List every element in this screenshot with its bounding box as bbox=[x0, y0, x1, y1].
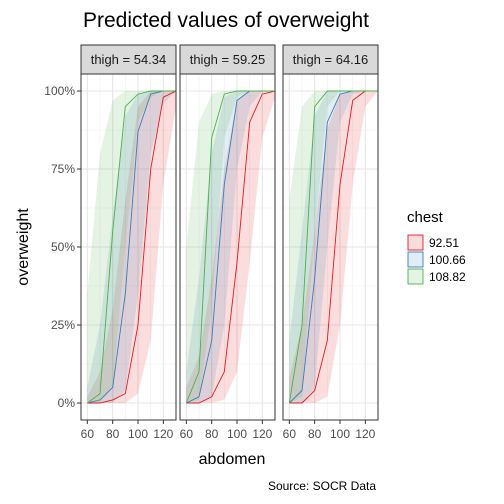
series-line-92.51 bbox=[87, 90, 176, 404]
x-tick-label: 100 bbox=[227, 427, 247, 441]
facet-panel: thigh = 54.34 60 80 100 120 bbox=[80, 44, 177, 441]
facet-strip bbox=[80, 44, 177, 75]
x-tick-label: 120 bbox=[355, 427, 375, 441]
legend-key-108.82 bbox=[407, 268, 424, 285]
y-tick-label: 0% bbox=[58, 396, 76, 410]
x-tick-label: 100 bbox=[330, 427, 350, 441]
x-tick-label: 80 bbox=[106, 427, 120, 441]
x-tick-label: 100 bbox=[128, 427, 148, 441]
series-line-108.82 bbox=[87, 90, 176, 404]
series-line-92.51 bbox=[186, 90, 275, 404]
y-tick-label: 75% bbox=[51, 162, 75, 176]
confidence-band-100.66 bbox=[87, 91, 176, 403]
y-tick-label: 50% bbox=[51, 240, 75, 254]
x-tick-label: 80 bbox=[205, 427, 219, 441]
x-tick-label: 120 bbox=[153, 427, 173, 441]
facet-panels: thigh = 54.34 60 80 100 120 thigh = 59.25 60 80… bbox=[80, 44, 379, 441]
x-tick-label: 80 bbox=[308, 427, 322, 441]
x-axis-label: abdomen bbox=[199, 451, 266, 468]
legend: chest 92.51 100.66 108.82 bbox=[407, 209, 466, 285]
facet-strip bbox=[282, 44, 379, 75]
legend-key-bg bbox=[407, 234, 424, 251]
x-tick-label: 60 bbox=[81, 427, 95, 441]
caption: Source: SOCR Data bbox=[268, 479, 376, 493]
panel-data bbox=[288, 90, 378, 404]
legend-key-bg bbox=[407, 268, 424, 285]
y-axis: 0% 25% 50% 75% 100% bbox=[44, 84, 81, 410]
panel-data bbox=[185, 90, 275, 404]
legend-label: 92.51 bbox=[429, 236, 459, 250]
facet-panel: thigh = 64.16 60 80 100 120 bbox=[282, 44, 379, 441]
confidence-band-108.82 bbox=[87, 91, 176, 403]
legend-title: chest bbox=[407, 209, 444, 226]
confidence-band-92.51 bbox=[289, 91, 378, 403]
y-tick-label: 25% bbox=[51, 318, 75, 332]
confidence-band-100.66 bbox=[186, 91, 275, 403]
facet-panel: thigh = 59.25 60 80 100 120 bbox=[179, 44, 276, 441]
panel-border bbox=[179, 73, 276, 421]
series-line-92.51 bbox=[289, 90, 378, 404]
panel-border bbox=[282, 73, 379, 421]
legend-label: 108.82 bbox=[429, 270, 466, 284]
facet-strip-label: thigh = 59.25 bbox=[190, 52, 266, 67]
y-tick-label: 100% bbox=[44, 84, 75, 98]
panel-data bbox=[87, 90, 176, 404]
series-line-108.82 bbox=[288, 90, 378, 404]
confidence-band-108.82 bbox=[186, 91, 275, 403]
facet-strip-label: thigh = 64.16 bbox=[293, 52, 369, 67]
facet-strip-label: thigh = 54.34 bbox=[91, 52, 167, 67]
series-line-100.66 bbox=[87, 90, 176, 404]
confidence-band-92.51 bbox=[186, 91, 275, 403]
series-line-108.82 bbox=[185, 90, 275, 404]
legend-label: 100.66 bbox=[429, 253, 466, 267]
legend-key-bg bbox=[407, 251, 424, 268]
gridlines bbox=[81, 74, 177, 420]
x-tick-label: 60 bbox=[180, 427, 194, 441]
legend-key-92.51 bbox=[407, 234, 424, 251]
x-tick-label: 60 bbox=[283, 427, 297, 441]
chart-title: Predicted values of overweight bbox=[83, 9, 369, 32]
y-axis-label: overweight bbox=[15, 208, 32, 286]
confidence-band-92.51 bbox=[87, 91, 176, 403]
legend-key-100.66 bbox=[407, 251, 424, 268]
x-tick-label: 120 bbox=[252, 427, 272, 441]
